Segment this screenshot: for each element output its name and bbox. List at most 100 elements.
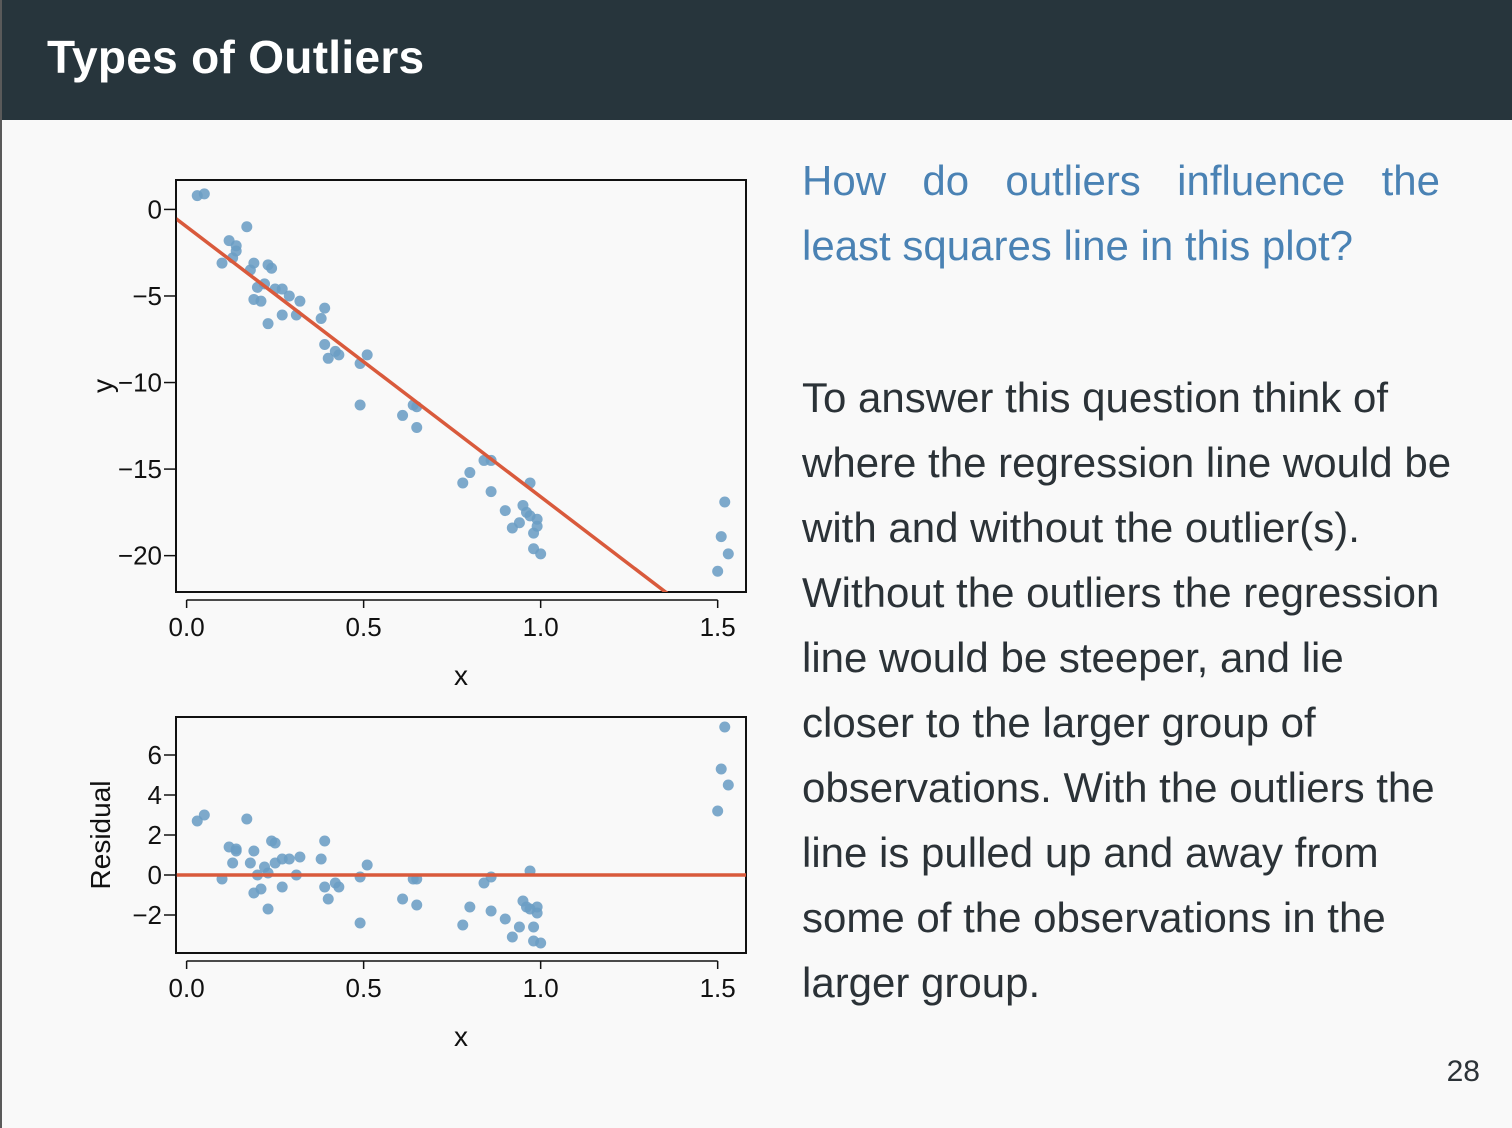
data-point [227,857,239,869]
data-point [262,318,274,330]
data-point [531,907,543,919]
y-tick-label: 4 [148,780,162,810]
data-point [230,240,242,252]
x-tick-label: 1.0 [523,612,559,642]
data-point [354,917,366,929]
data-point [216,257,228,269]
y-tick-label: −2 [132,900,162,930]
residual-plot: 0.0 0.5 1.0 1.5 x 6 4 2 0 −2 Residual [85,716,747,1050]
data-point [248,257,260,269]
data-point [255,883,267,895]
data-point [198,809,210,821]
y-tick-label: 0 [148,860,162,890]
data-point [485,905,497,917]
data-point [457,919,469,931]
data-point [276,881,288,893]
x-tick-label: 1.0 [523,973,559,1003]
data-point [361,859,373,871]
data-point [230,845,242,857]
data-point [361,349,373,361]
title-bar: Types of Outliers [2,0,1512,120]
x-axis-label: x [454,660,468,691]
slide-title: Types of Outliers [47,31,425,83]
data-point [397,893,409,905]
data-point [244,857,256,869]
x-tick-label: 0.5 [346,612,382,642]
data-point [411,422,423,434]
y-tick-label: −15 [118,454,162,484]
data-point [283,290,295,302]
y-axis-label: Residual [85,781,116,890]
data-point [322,352,334,364]
data-point [722,779,734,791]
y-tick-label: −10 [118,368,162,398]
data-point [262,867,274,879]
data-point [457,477,469,489]
y-tick-label: 0 [148,194,162,224]
data-point [241,221,253,233]
data-point [269,837,281,849]
data-point [255,295,267,307]
data-point [333,349,345,361]
data-point [715,763,727,775]
data-point [712,565,724,577]
data-point [276,283,288,295]
data-point [319,835,331,847]
data-point [262,903,274,915]
data-point [397,409,409,421]
y-tick-label: −5 [132,281,162,311]
data-point [294,851,306,863]
x-tick-label: 0.0 [169,612,205,642]
y-tick-label: 2 [148,820,162,850]
x-tick-label: 0.0 [169,973,205,1003]
data-point [464,467,476,479]
data-point [276,309,288,321]
answer-text: To answer this question think of where t… [802,374,1452,1006]
data-point [485,871,497,883]
data-point [319,302,331,314]
data-point [319,881,331,893]
data-point [198,188,210,200]
y-axis-label: y [87,379,118,393]
data-point [294,295,306,307]
y-tick-label: 6 [148,740,162,770]
data-point [464,901,476,913]
regression-line [176,217,669,592]
data-point [535,548,547,560]
data-point [719,496,731,508]
data-point [485,486,497,498]
scatter-plot-y-vs-x: 0.0 0.5 1.0 1.5 x 0 −5 −10 −15 −20 y [87,179,747,691]
data-point [333,881,345,893]
data-point [248,845,260,857]
data-point [322,893,334,905]
plot-frame [175,716,747,954]
y-tick-label: −20 [118,541,162,571]
data-point [506,931,518,943]
data-point [528,921,540,933]
data-point [722,548,734,560]
data-point [712,805,724,817]
x-tick-label: 1.5 [700,612,736,642]
data-point [513,517,525,529]
x-tick-label: 1.5 [700,973,736,1003]
data-point [354,871,366,883]
data-point [715,531,727,543]
data-point [513,921,525,933]
question-text: How do outliers influence the least squa… [802,157,1440,269]
data-point [499,913,511,925]
data-point [266,262,278,274]
data-point [354,399,366,411]
data-point [319,338,331,350]
data-point [499,505,511,517]
data-point [719,721,731,733]
data-point [531,520,543,532]
x-axis-label: x [454,1021,468,1050]
data-point [241,813,253,825]
data-point [315,853,327,865]
data-point [315,312,327,324]
plot-frame [175,179,747,593]
x-tick-label: 0.5 [346,973,382,1003]
data-point [535,937,547,949]
page-number: 28 [1446,1055,1480,1088]
